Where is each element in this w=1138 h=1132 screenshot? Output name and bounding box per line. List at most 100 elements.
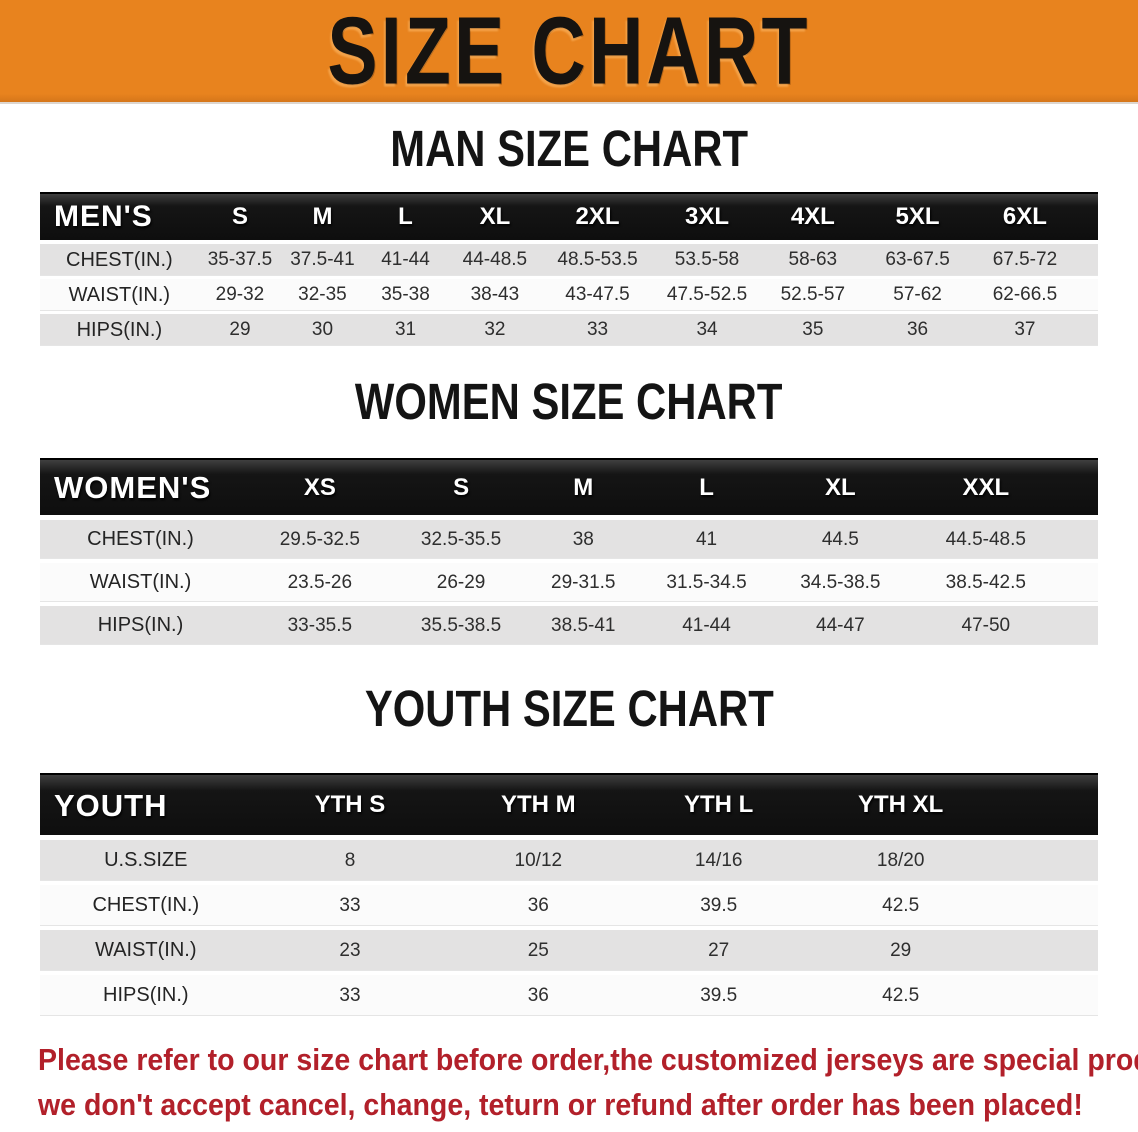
cell-value: 35-38 xyxy=(381,284,430,305)
table-row: WAIST(IN.) 29-32 32-35 35-38 38-43 43-47.5 47.… xyxy=(40,279,1098,310)
row-label: HIPS(IN.) xyxy=(97,614,184,636)
table-header-row: YOUTH YTH S YTH M YTH L YTH XL xyxy=(40,773,1098,835)
cell-value: 41-44 xyxy=(381,249,430,270)
row-label: CHEST(IN.) xyxy=(66,248,173,271)
column-header: 3XL xyxy=(685,203,730,230)
table-row: CHEST(IN.) 33 36 39.5 42.5 xyxy=(40,885,1098,925)
cell-value: 42.5 xyxy=(882,984,920,1006)
table-title-cell: YOUTH xyxy=(54,787,168,823)
cell-value: 41-44 xyxy=(682,614,731,636)
mens-size-table: MEN'S S M L XL 2XL 3XL 4XL 5XL 6XL CHEST(IN.) 35-37… xyxy=(40,192,1098,345)
column-header: S xyxy=(231,203,248,230)
cell-value: 29 xyxy=(890,939,912,961)
column-header: YTH M xyxy=(500,791,576,818)
column-header: YTH L xyxy=(684,791,754,818)
footer-note: Please refer to our size chart before or… xyxy=(38,1037,1138,1127)
cell-value: 52.5-57 xyxy=(780,284,846,305)
column-header: XS xyxy=(303,473,336,501)
column-header: XXL xyxy=(962,473,1010,501)
column-header: 6XL xyxy=(1002,203,1047,230)
table-row: CHEST(IN.) 29.5-32.5 32.5-35.5 38 41 44.5 44.5… xyxy=(40,520,1098,558)
womens-size-table: WOMEN'S XS S M L XL XXL CHEST(IN.) 29.5-32.5 32.5… xyxy=(40,458,1098,644)
youth-section-heading-text: YOUTH SIZE CHART xyxy=(364,680,774,737)
cell-value: 44-47 xyxy=(816,614,865,636)
column-header: M xyxy=(312,203,333,230)
man-section-heading-text: MAN SIZE CHART xyxy=(390,119,748,177)
cell-value: 39.5 xyxy=(700,984,738,1006)
cell-value: 33 xyxy=(339,984,361,1006)
cell-value: 10/12 xyxy=(514,849,563,871)
cell-value: 36 xyxy=(527,894,549,916)
cell-value: 39.5 xyxy=(700,894,738,916)
cell-value: 30 xyxy=(311,319,334,340)
cell-value: 27 xyxy=(708,939,730,961)
cell-value: 32.5-35.5 xyxy=(420,528,502,550)
man-section-heading: MAN SIZE CHART xyxy=(0,104,1138,192)
column-header: 4XL xyxy=(790,203,835,230)
cell-value: 23.5-26 xyxy=(287,571,353,593)
row-label: WAIST(IN.) xyxy=(89,571,192,593)
cell-value: 18/20 xyxy=(876,849,925,871)
column-header: L xyxy=(398,203,413,230)
cell-value: 57-62 xyxy=(893,284,942,305)
cell-value: 25 xyxy=(527,939,549,961)
table-row: U.S.SIZE 8 10/12 14/16 18/20 xyxy=(40,840,1098,880)
column-header: L xyxy=(699,473,714,501)
cell-value: 38.5-42.5 xyxy=(945,571,1026,593)
cell-value: 29-31.5 xyxy=(551,571,616,593)
footer-note-line1: Please refer to our size chart before or… xyxy=(38,1042,1138,1077)
cell-value: 43-47.5 xyxy=(565,284,630,305)
cell-value: 53.5-58 xyxy=(674,249,740,270)
cell-value: 35-37.5 xyxy=(207,249,273,270)
table-row: HIPS(IN.) 33-35.5 35.5-38.5 38.5-41 41-44 44-… xyxy=(40,606,1098,644)
cell-value: 58-63 xyxy=(788,249,838,270)
cell-value: 41 xyxy=(695,528,718,550)
cell-value: 47.5-52.5 xyxy=(666,284,748,305)
table-row: HIPS(IN.) 29 30 31 32 33 34 35 36 37 xyxy=(40,314,1098,345)
cell-value: 67.5-72 xyxy=(992,249,1058,270)
cell-value: 42.5 xyxy=(882,894,920,916)
table-header-row: MEN'S S M L XL 2XL 3XL 4XL 5XL 6XL xyxy=(40,192,1098,240)
cell-value: 33-35.5 xyxy=(287,614,353,636)
cell-value: 44.5 xyxy=(821,528,859,550)
row-label: HIPS(IN.) xyxy=(103,984,189,1006)
women-section-heading: WOMEN SIZE CHART xyxy=(0,345,1138,458)
cell-value: 48.5-53.5 xyxy=(557,249,638,270)
cell-value: 37 xyxy=(1014,319,1036,340)
column-header: S xyxy=(453,473,470,501)
footer-note-line2: we don't accept cancel, change, teturn o… xyxy=(38,1087,1083,1122)
youth-size-table: YOUTH YTH S YTH M YTH L YTH XL U.S.SIZE 8 10/12… xyxy=(40,773,1098,1015)
cell-value: 44-48.5 xyxy=(462,249,528,270)
cell-value: 34.5-38.5 xyxy=(800,571,881,593)
cell-value: 32 xyxy=(484,319,506,340)
cell-value: 38-43 xyxy=(470,284,520,305)
cell-value: 35.5-38.5 xyxy=(420,614,502,636)
cell-value: 31.5-34.5 xyxy=(666,571,747,593)
cell-value: 36 xyxy=(527,984,549,1006)
banner-title: SIZE CHART xyxy=(327,0,811,105)
column-header: XL xyxy=(479,203,511,230)
table-row: CHEST(IN.) 35-37.5 37.5-41 41-44 44-48.5 48.5… xyxy=(40,244,1098,275)
table-row: WAIST(IN.) 23.5-26 26-29 29-31.5 31.5-34.5 34… xyxy=(40,563,1098,601)
cell-value: 38.5-41 xyxy=(551,614,616,636)
cell-value: 33 xyxy=(339,894,361,916)
cell-value: 35 xyxy=(802,319,824,340)
table-row: HIPS(IN.) 33 36 39.5 42.5 xyxy=(40,975,1098,1015)
women-section-heading-text: WOMEN SIZE CHART xyxy=(355,373,783,430)
table-title-cell: WOMEN'S xyxy=(54,470,212,505)
row-label: CHEST(IN.) xyxy=(92,894,200,916)
cell-value: 29 xyxy=(229,319,251,340)
table-row: WAIST(IN.) 23 25 27 29 xyxy=(40,930,1098,970)
cell-value: 23 xyxy=(339,939,361,961)
cell-value: 37.5-41 xyxy=(290,249,355,270)
cell-value: 32-35 xyxy=(298,284,347,305)
row-label: CHEST(IN.) xyxy=(87,528,194,550)
column-header: YTH XL xyxy=(857,791,944,818)
cell-value: 47-50 xyxy=(961,614,1011,636)
cell-value: 8 xyxy=(344,849,356,871)
cell-value: 14/16 xyxy=(694,849,743,871)
cell-value: 29-32 xyxy=(215,284,265,305)
cell-value: 36 xyxy=(906,319,929,340)
row-label: U.S.SIZE xyxy=(104,849,188,871)
table-header-row: WOMEN'S XS S M L XL XXL xyxy=(40,458,1098,515)
